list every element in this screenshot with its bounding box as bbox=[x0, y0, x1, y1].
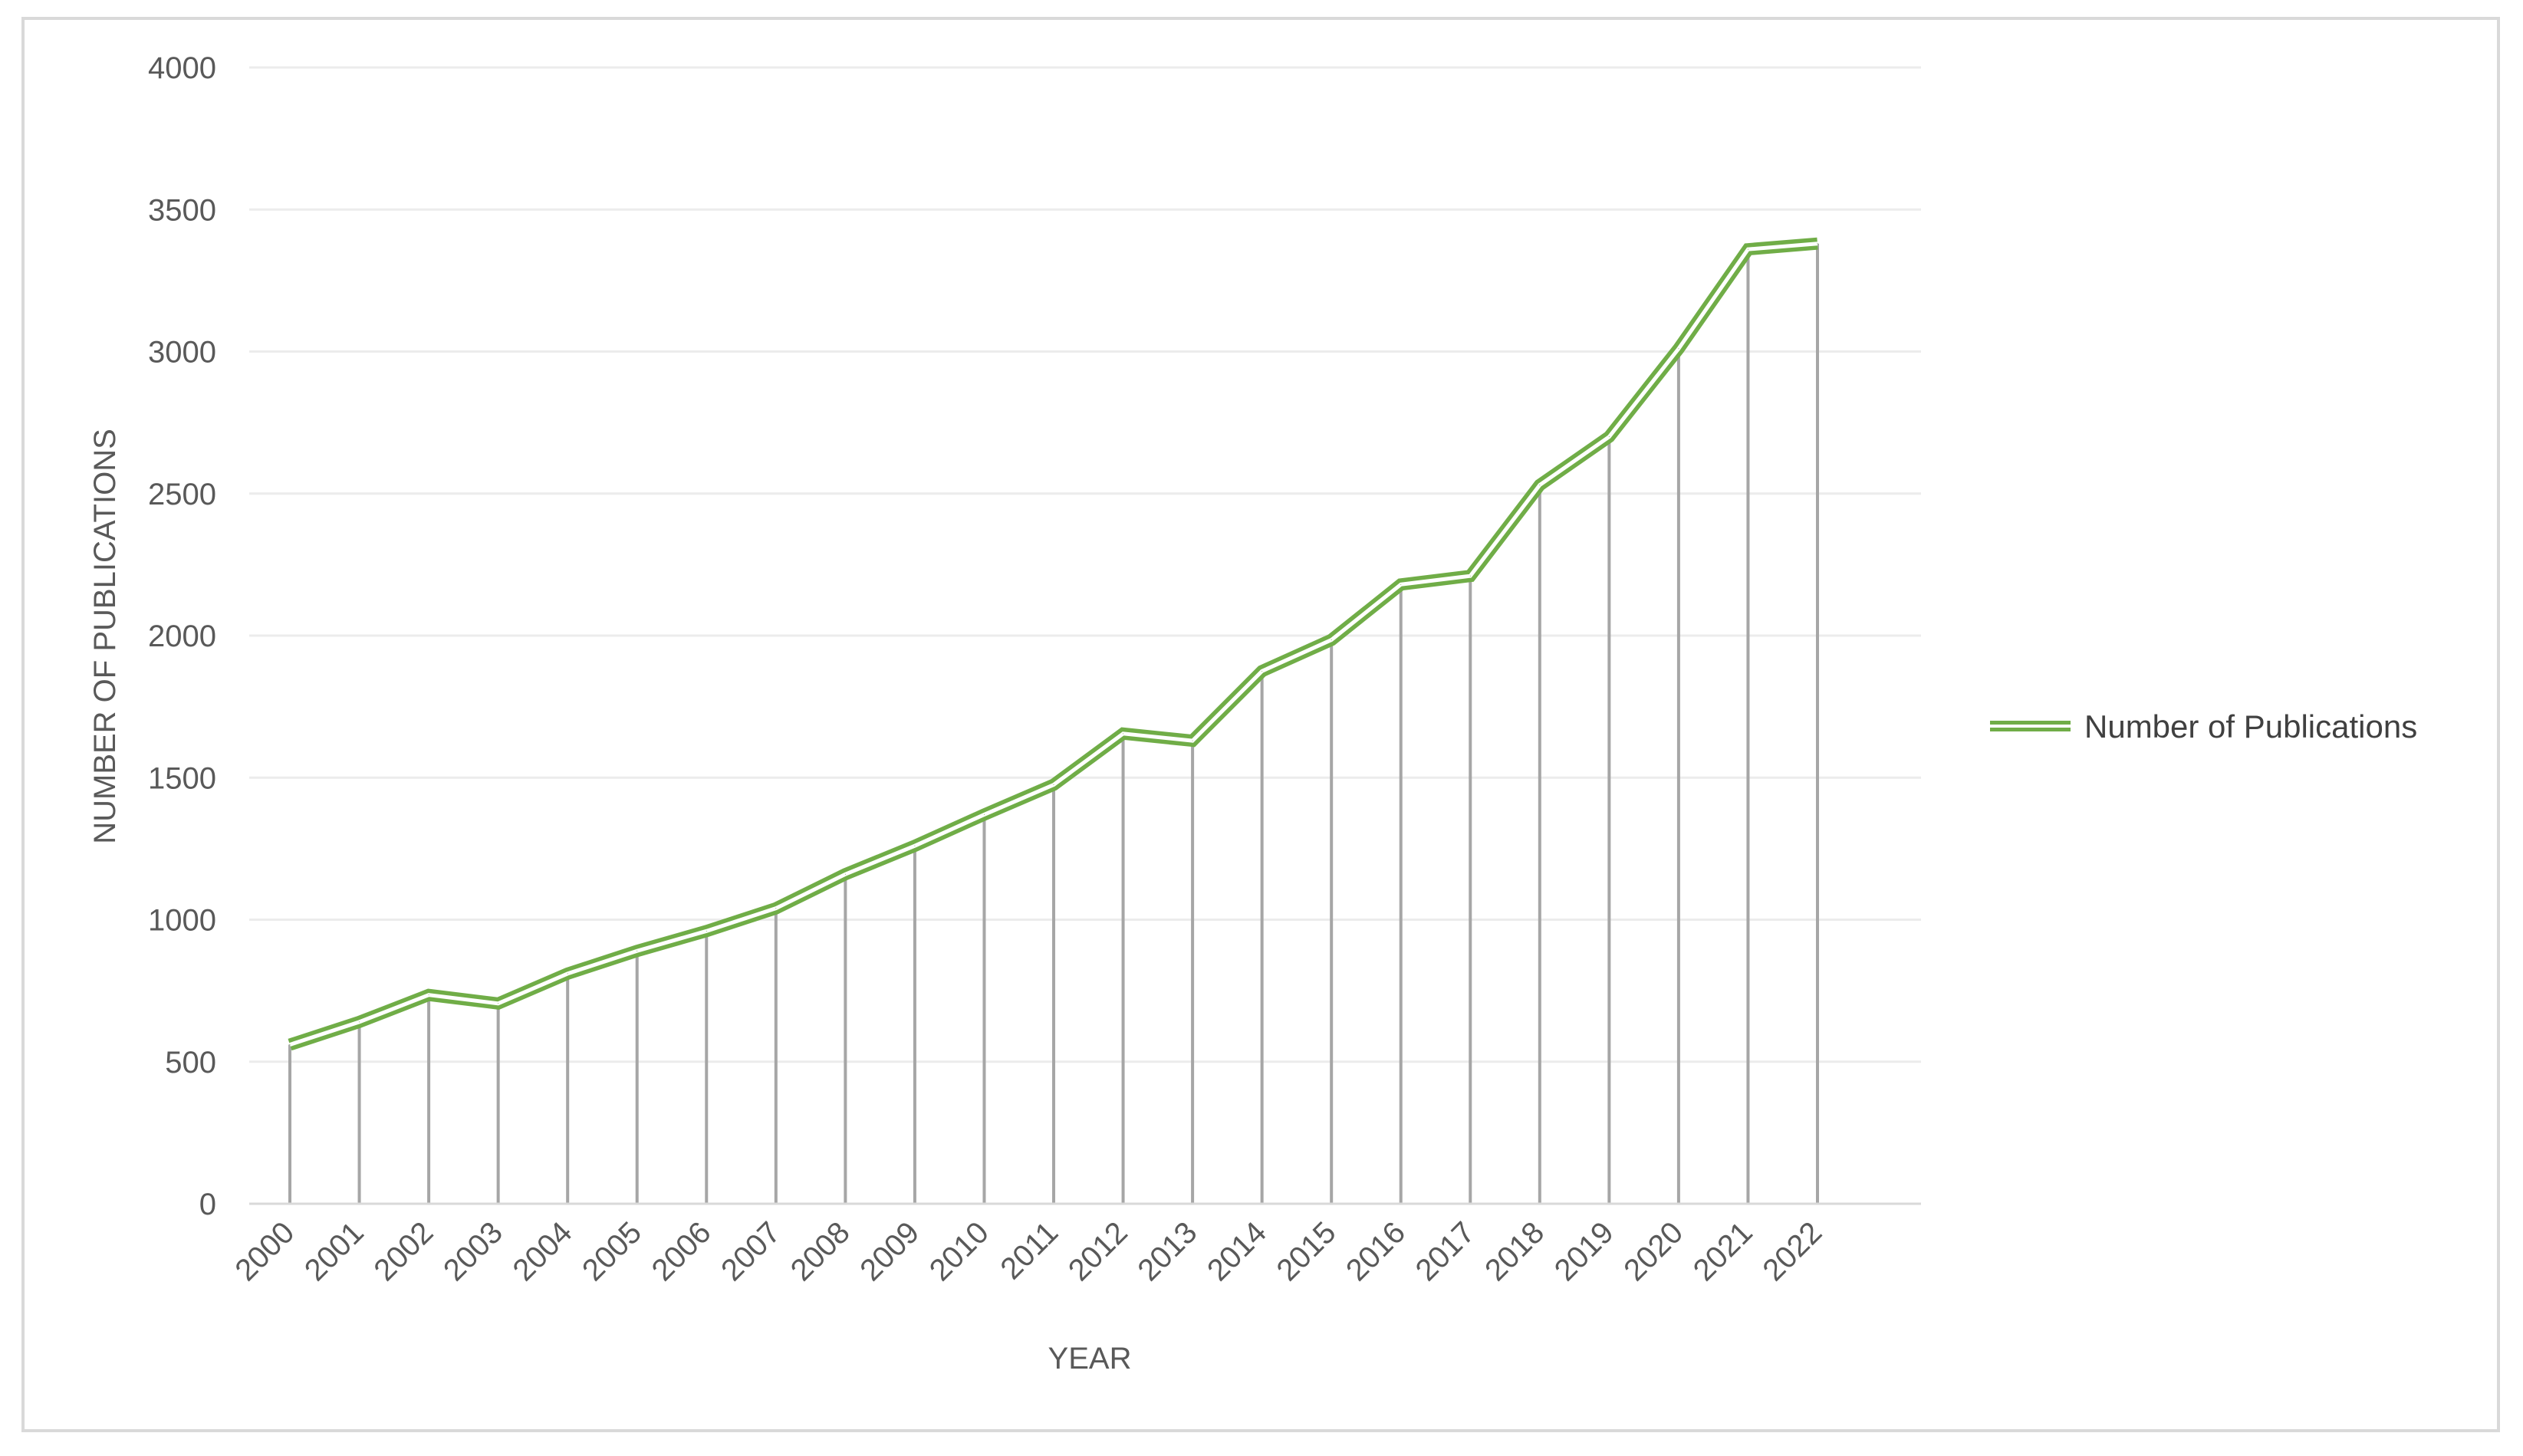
y-tick-label: 1500 bbox=[148, 761, 216, 795]
y-tick-label: 2500 bbox=[148, 478, 216, 511]
x-tick-label: 2000 bbox=[229, 1215, 301, 1287]
y-tick-label: 500 bbox=[165, 1046, 216, 1080]
x-tick-label: 2021 bbox=[1687, 1215, 1759, 1287]
legend: Number of Publications bbox=[1990, 708, 2417, 744]
x-tick-label: 2011 bbox=[994, 1215, 1064, 1286]
x-tick-label: 2006 bbox=[646, 1215, 718, 1287]
data-point bbox=[1678, 348, 1679, 350]
y-axis-tick-labels: 0 500 1000 1500 2000 2500 3000 3500 4000 bbox=[148, 51, 216, 1221]
data-point bbox=[844, 873, 846, 875]
x-tick-label: 2019 bbox=[1548, 1215, 1620, 1287]
x-tick-label: 2022 bbox=[1756, 1215, 1828, 1287]
y-tick-label: 1000 bbox=[148, 904, 216, 938]
y-tick-label: 3000 bbox=[148, 336, 216, 370]
y-tick-label: 3500 bbox=[148, 193, 216, 227]
x-tick-label: 2004 bbox=[507, 1215, 579, 1287]
data-point bbox=[567, 973, 568, 975]
gridlines bbox=[249, 66, 1921, 1063]
x-axis-tick-labels: 2000200120022003200420052006200720082009… bbox=[229, 1215, 1828, 1287]
x-tick-label: 2016 bbox=[1340, 1215, 1412, 1287]
x-tick-label: 2014 bbox=[1201, 1215, 1273, 1287]
legend-label: Number of Publications bbox=[2084, 708, 2417, 744]
x-tick-label: 2009 bbox=[854, 1215, 926, 1287]
x-tick-label: 2007 bbox=[715, 1215, 787, 1287]
x-tick-label: 2002 bbox=[367, 1215, 439, 1287]
x-tick-label: 2005 bbox=[576, 1215, 648, 1287]
x-tick-label: 2008 bbox=[785, 1215, 857, 1287]
y-axis-title: NUMBER OF PUBLICATIONS bbox=[88, 429, 122, 844]
x-axis-title: YEAR bbox=[1048, 1342, 1132, 1375]
y-tick-label: 0 bbox=[199, 1188, 216, 1221]
data-point bbox=[706, 930, 707, 932]
data-point bbox=[1469, 575, 1471, 577]
y-tick-label: 4000 bbox=[148, 51, 216, 85]
x-tick-label: 2001 bbox=[298, 1215, 370, 1287]
data-point bbox=[359, 1021, 360, 1023]
x-tick-label: 2015 bbox=[1271, 1215, 1343, 1287]
x-tick-label: 2012 bbox=[1062, 1215, 1134, 1287]
data-point bbox=[775, 908, 777, 909]
drop-lines bbox=[288, 243, 1819, 1204]
x-tick-label: 2013 bbox=[1131, 1215, 1203, 1287]
x-tick-label: 2010 bbox=[923, 1215, 995, 1287]
data-point bbox=[1608, 436, 1610, 438]
x-tick-label: 2018 bbox=[1479, 1215, 1551, 1287]
data-point bbox=[983, 813, 985, 815]
x-tick-label: 2020 bbox=[1617, 1215, 1689, 1287]
x-tick-label: 2017 bbox=[1410, 1215, 1482, 1287]
y-tick-label: 2000 bbox=[148, 620, 216, 653]
data-point bbox=[289, 1044, 291, 1046]
x-tick-label: 2003 bbox=[437, 1215, 509, 1287]
data-points bbox=[289, 243, 1818, 1046]
data-point bbox=[1817, 243, 1818, 245]
data-point bbox=[1400, 583, 1402, 585]
data-point bbox=[1331, 639, 1332, 641]
